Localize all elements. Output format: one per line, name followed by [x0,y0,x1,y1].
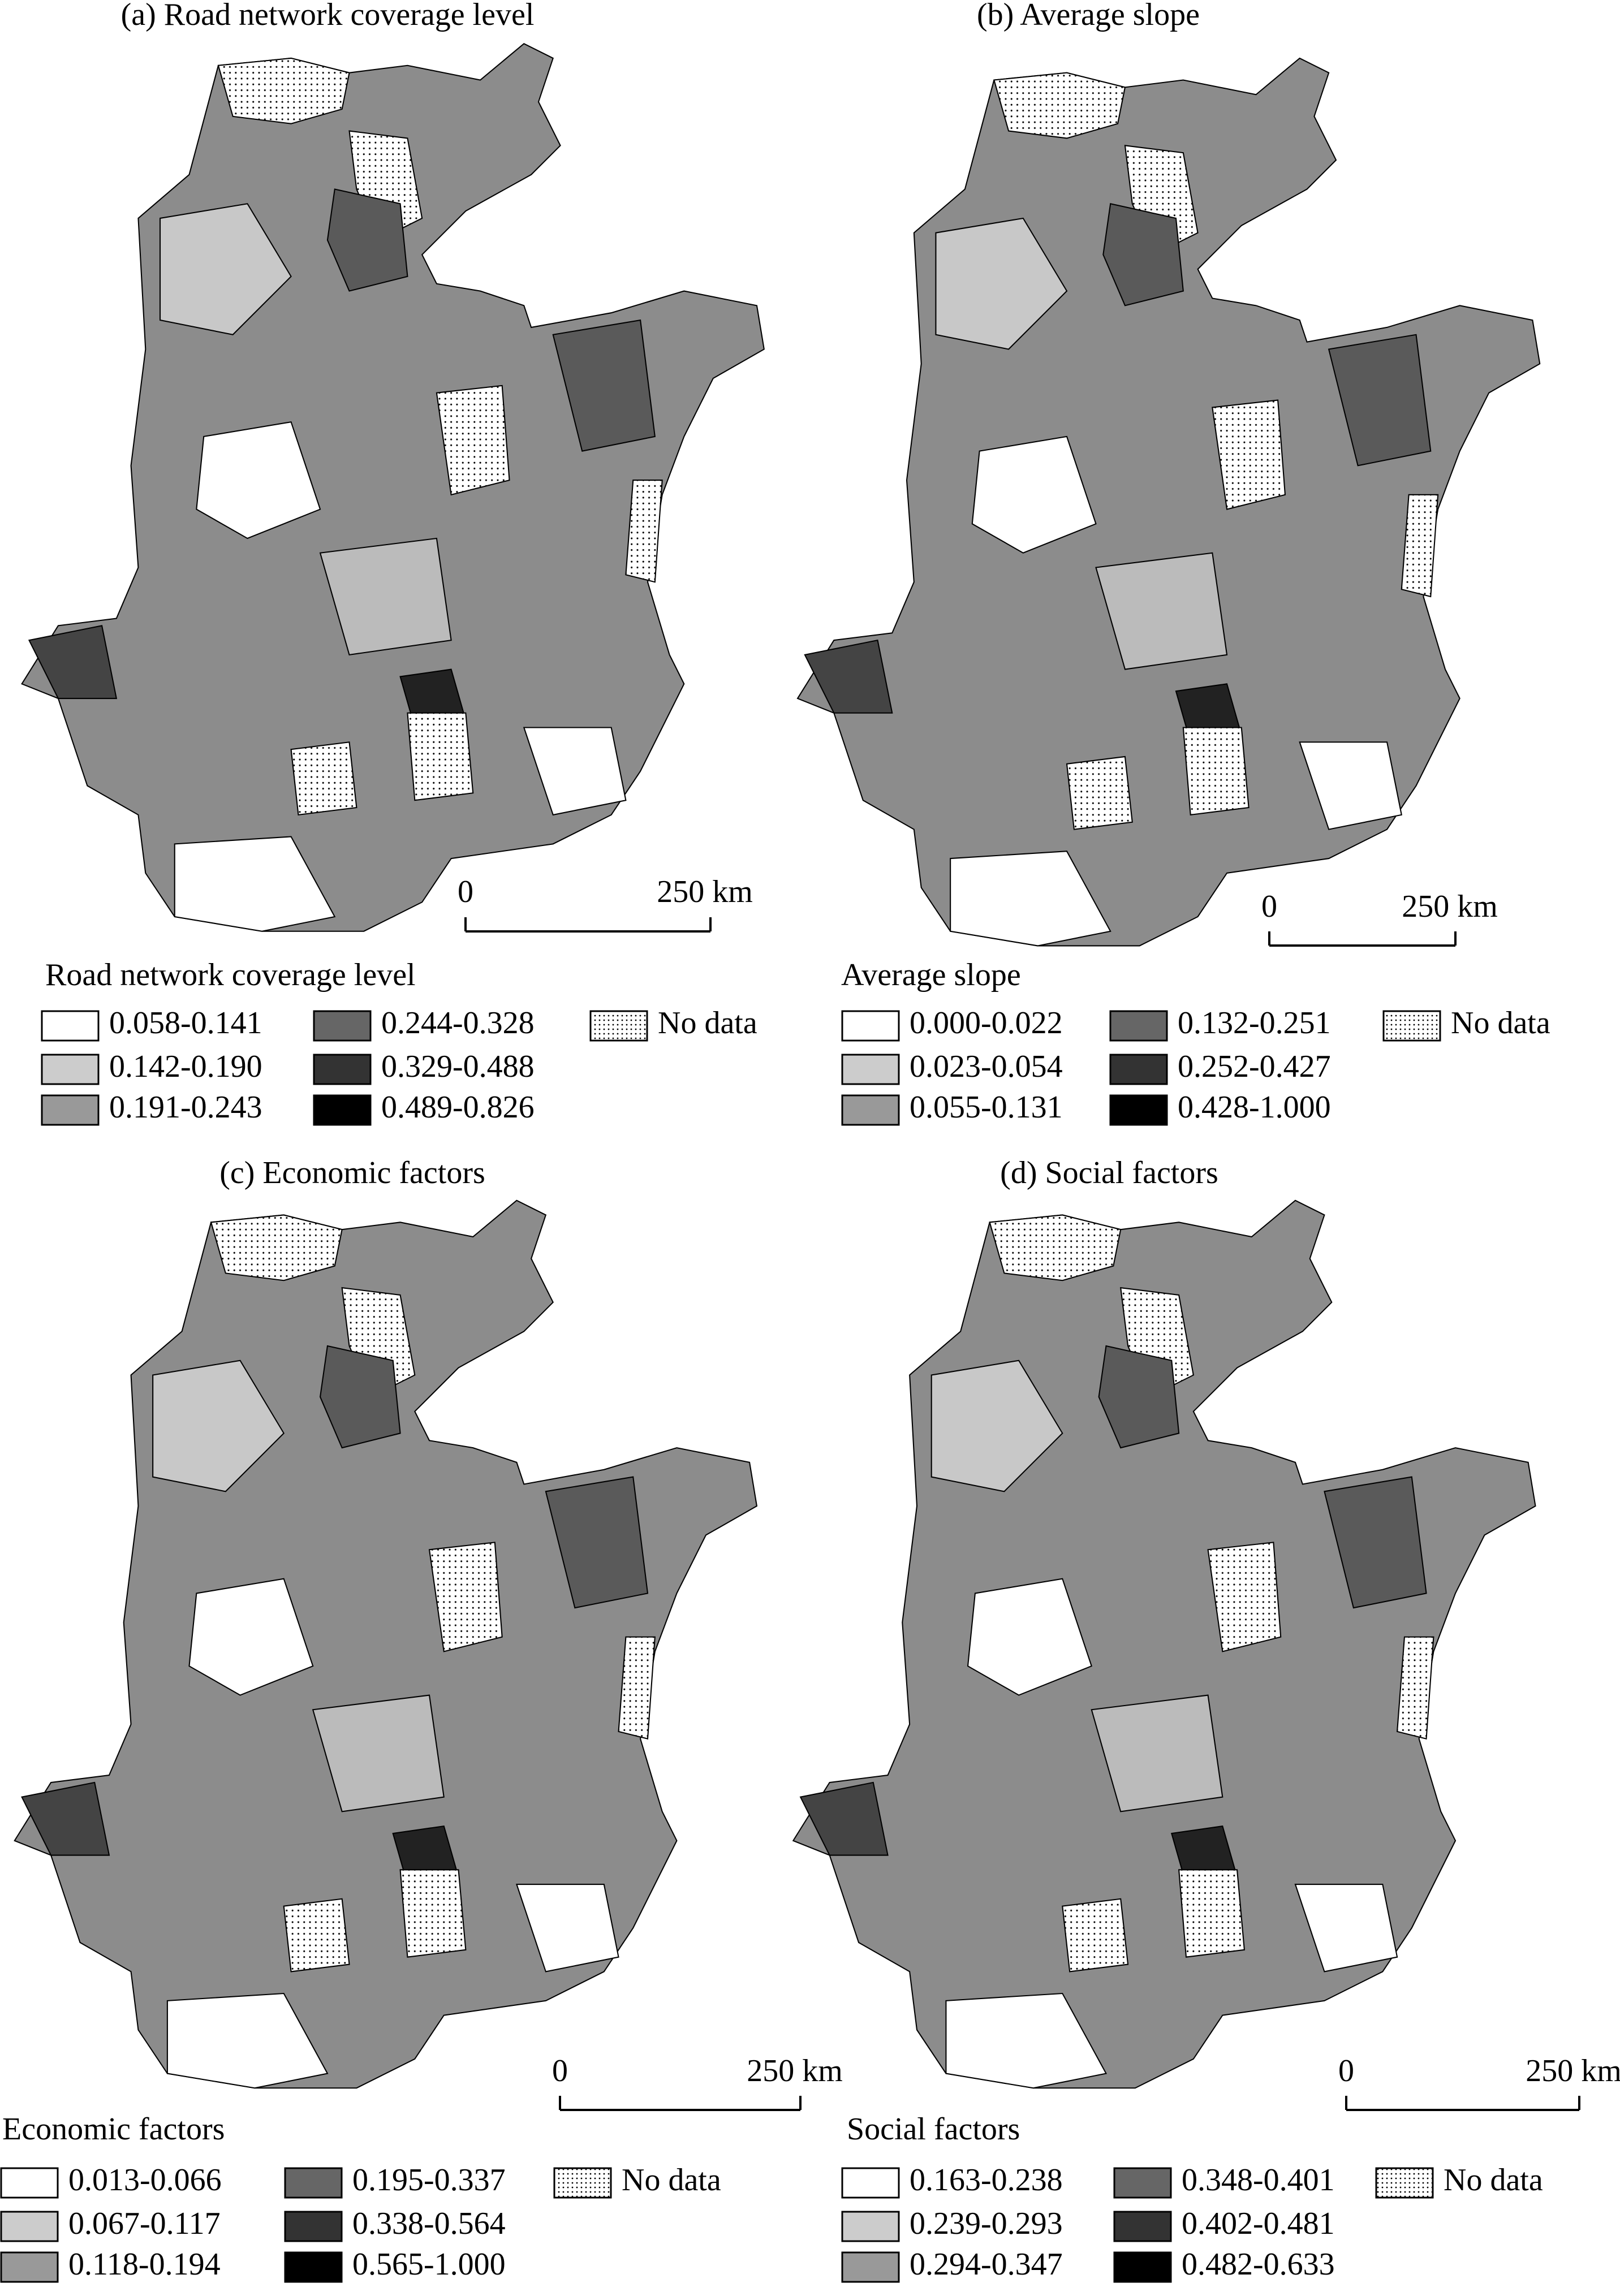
legend-title: Social factors [847,2112,1020,2147]
panel-title: (c) Economic factors [219,1155,485,1190]
legend-label: 0.118-0.194 [68,2247,221,2282]
legend-label: 0.067-0.117 [68,2206,221,2241]
scale-distance: 250 km [1402,889,1498,924]
legend-label: 0.058-0.141 [109,1005,262,1041]
scale-distance: 250 km [1526,2053,1620,2088]
legend-label: No data [658,1005,757,1041]
legend-swatch [1109,1094,1168,1126]
legend-swatch [0,2251,59,2283]
panel-title: (d) Social factors [1000,1155,1218,1190]
legend-label: 0.013-0.066 [68,2163,222,2198]
legend-swatch [0,2211,59,2242]
legend-label: 0.239-0.293 [910,2206,1063,2241]
legend-label: 0.132-0.251 [1178,1005,1331,1041]
legend-label: 0.163-0.238 [910,2163,1063,2198]
legend-swatch [313,1010,372,1042]
legend-swatch [1113,2211,1172,2242]
legend-swatch [41,1054,100,1085]
legend-label: 0.565-1.000 [352,2247,506,2282]
legend-swatch [589,1010,648,1042]
legend-label: 0.252-0.427 [1178,1049,1331,1084]
legend-swatch [841,2211,900,2242]
legend-swatch [284,2167,343,2199]
legend-swatch [841,2167,900,2199]
legend-label: 0.142-0.190 [109,1049,262,1084]
legend-swatch [841,1094,900,1126]
legend-swatch [1375,2167,1434,2199]
legend-label: 0.000-0.022 [910,1005,1063,1041]
scale-distance: 250 km [657,874,753,909]
map-b [796,57,1541,947]
legend-swatch [284,2251,343,2283]
legend-label: 0.348-0.401 [1182,2163,1335,2198]
legend-swatch [841,2251,900,2283]
legend-title: Average slope [841,957,1021,992]
scale-zero: 0 [1261,889,1277,924]
legend-swatch [284,2211,343,2242]
legend-label: No data [1444,2163,1543,2198]
legend-label: 0.055-0.131 [910,1090,1063,1125]
legend-swatch [313,1094,372,1126]
legend-label: 0.428-1.000 [1178,1090,1331,1125]
legend-label: No data [1451,1005,1550,1041]
legend-label: 0.482-0.633 [1182,2247,1335,2282]
legend-label: 0.195-0.337 [352,2163,506,2198]
legend-label: 0.244-0.328 [381,1005,535,1041]
legend-swatch [1113,2251,1172,2283]
legend-swatch [1109,1054,1168,1085]
scale-zero: 0 [458,874,473,909]
legend-title: Economic factors [2,2112,225,2147]
legend-swatch [0,2167,59,2199]
legend-label: 0.023-0.054 [910,1049,1063,1084]
legend-label: No data [622,2163,721,2198]
legend-swatch [313,1054,372,1085]
legend-label: 0.489-0.826 [381,1090,535,1125]
legend-swatch [841,1054,900,1085]
legend-label: 0.338-0.564 [352,2206,506,2241]
legend-swatch [1113,2167,1172,2199]
scale-zero: 0 [1338,2053,1354,2088]
legend-swatch [41,1010,100,1042]
legend-label: 0.191-0.243 [109,1090,262,1125]
legend-swatch [41,1094,100,1126]
panel-title: (a) Road network coverage level [121,0,535,32]
map-d [792,1199,1536,2089]
legend-swatch [1109,1010,1168,1042]
map-a [21,43,765,932]
legend-label: 0.329-0.488 [381,1049,535,1084]
scale-distance: 250 km [747,2053,843,2088]
legend-label: 0.294-0.347 [910,2247,1063,2282]
legend-swatch [1382,1010,1441,1042]
map-c [14,1199,757,2089]
scale-zero: 0 [552,2053,568,2088]
panel-title: (b) Average slope [977,0,1200,32]
legend-title: Road network coverage level [45,957,416,992]
legend-swatch [841,1010,900,1042]
legend-label: 0.402-0.481 [1182,2206,1335,2241]
legend-swatch [553,2167,612,2199]
